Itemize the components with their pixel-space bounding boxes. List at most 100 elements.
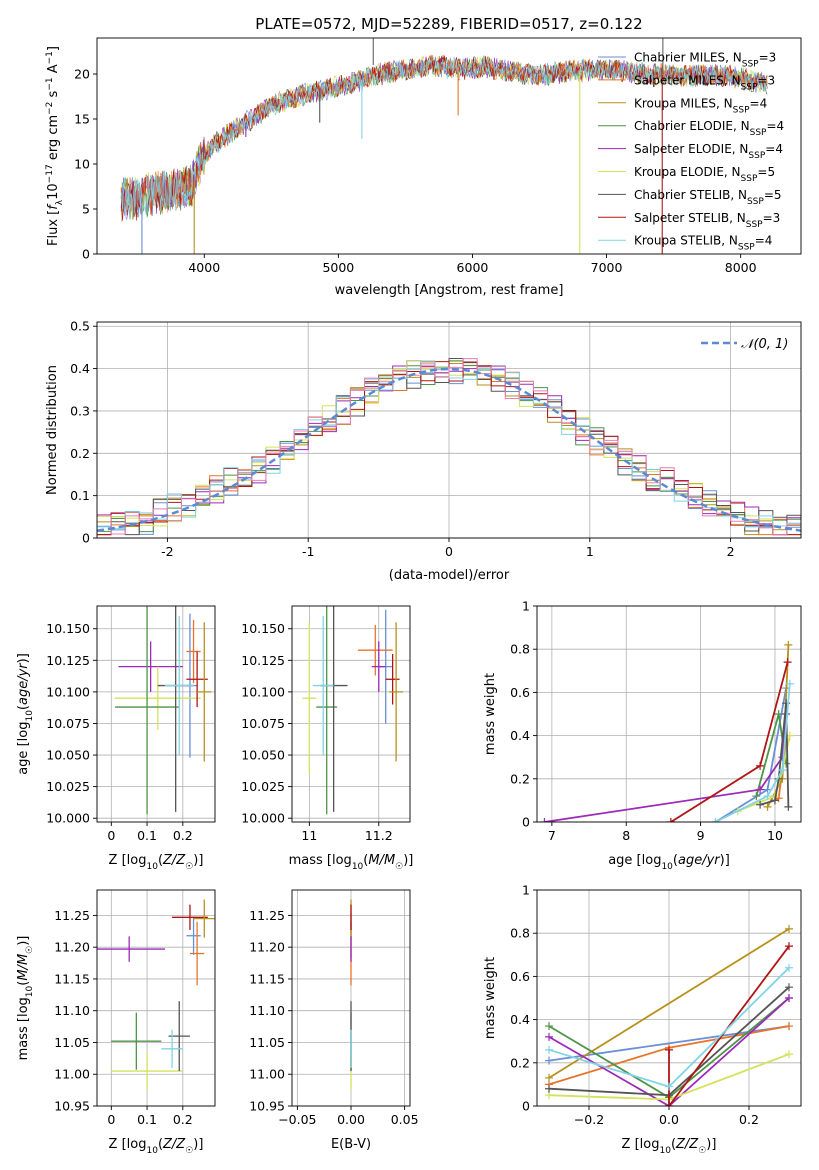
x-tick-label: −0.05: [278, 1112, 316, 1127]
y-tick-label: 0: [82, 247, 90, 262]
weight-marker: [711, 818, 720, 822]
errorbar-point: [371, 641, 386, 692]
y-tick-label: 10.150: [46, 621, 90, 636]
age_vs_Z-plot-area: [114, 606, 212, 815]
y-tick-label: 0.2: [510, 771, 530, 786]
x-tick-label: 5000: [322, 260, 354, 275]
y-tick-label: 10.150: [241, 621, 285, 636]
weight-marker: [752, 792, 761, 801]
errorbar-point: [302, 622, 317, 774]
errorbar-point: [312, 616, 334, 756]
x-axis-label: mass [log10(M/M☉)]: [289, 853, 414, 872]
residuals-plot-area: [97, 358, 801, 538]
weight-marker: [785, 942, 793, 951]
y-tick-label: 20: [74, 67, 90, 82]
x-tick-label: 11: [301, 828, 317, 843]
weight-marker: [545, 1073, 553, 1082]
weight-marker: [665, 1045, 673, 1054]
y-tick-label: 0.8: [510, 926, 530, 941]
weight-marker: [784, 802, 793, 811]
y-tick-label: 10.025: [241, 779, 285, 794]
y-tick-label: 0: [522, 1099, 530, 1114]
legend-label: Chabrier MILES, NSSP=3: [634, 51, 776, 70]
x-tick-label: 0.2: [739, 1112, 759, 1127]
weight-marker: [756, 785, 765, 794]
y-tick-label: 11.10: [249, 1003, 285, 1018]
weight-series: [715, 683, 791, 822]
y-tick-label: 10.075: [241, 716, 285, 731]
weight-marker: [774, 710, 783, 718]
errorbar-point: [197, 622, 212, 762]
y-axis-label: Normed distribution: [45, 365, 60, 495]
errorbar-point: [357, 624, 393, 676]
y-tick-label: 10.000: [241, 811, 285, 826]
y-tick-label: 11.00: [54, 1067, 90, 1082]
legend-label: Salpeter ELODIE, NSSP=4: [634, 142, 783, 161]
y-tick-label: 0.1: [70, 488, 90, 503]
x-tick-label: -2: [161, 544, 173, 559]
y-tick-label: 10.100: [46, 684, 90, 699]
y-tick-label: 0.2: [70, 446, 90, 461]
spectrum-line-8: [120, 56, 768, 220]
y-tick-label: 0.2: [510, 1055, 530, 1070]
weight-series: [548, 997, 790, 1106]
errorbar-point: [186, 619, 201, 684]
weight-marker: [783, 658, 792, 667]
x-axis-label: age [log10(age/yr)]: [608, 853, 730, 872]
figure-title: PLATE=0572, MJD=52289, FIBERID=0517, z=0…: [255, 15, 642, 33]
x-axis-label: Z [log10(Z/Z☉)]: [109, 853, 204, 872]
x-tick-label: 0: [445, 544, 453, 559]
y-tick-label: 10.050: [241, 748, 285, 763]
y-tick-label: 0.4: [510, 728, 530, 743]
errorbar-point: [385, 654, 400, 705]
y-tick-label: 11.20: [54, 940, 90, 955]
weight-marker: [778, 766, 787, 775]
errorbar-point: [186, 916, 201, 955]
y-tick-label: 10.075: [46, 716, 90, 731]
x-tick-label: 0.1: [137, 828, 157, 843]
y-tick-label: 10.050: [46, 748, 90, 763]
x-tick-label: 0.00: [337, 1112, 365, 1127]
y-axis-label: mass weight: [483, 673, 498, 755]
y-axis-label: mass weight: [483, 957, 498, 1039]
x-axis-label: wavelength [Angstrom, rest frame]: [335, 283, 564, 298]
x-tick-label: 0: [107, 828, 115, 843]
weight-marker: [785, 1022, 793, 1031]
errorbar-point: [114, 606, 180, 815]
mass_vs_Z-axes: 0 0.1 0.2 10.95 11.00 11.05 11.10 11.15 11.20 11.…: [16, 889, 216, 1156]
spectrum-plot-area: [120, 38, 768, 254]
legend-label: Chabrier ELODIE, NSSP=4: [634, 119, 784, 138]
x-tick-label: 9: [697, 828, 705, 843]
y-tick-label: 1: [522, 599, 530, 614]
legend-label: Salpeter MILES, NSSP=3: [634, 73, 775, 92]
errorbar-point: [189, 921, 205, 986]
y-axis-label: mass [log10(M/M☉)]: [16, 936, 35, 1061]
weight-marker: [770, 796, 779, 805]
x-tick-label: 8: [622, 828, 630, 843]
y-tick-label: 10.000: [46, 811, 90, 826]
y-tick-label: 10.025: [46, 779, 90, 794]
weight_vs_age-axes: 7 8 9 10 0 0.2 0.4 0.6 0.8 1 age [log10(age/yr)] ma…: [483, 599, 802, 872]
x-tick-label: 11.2: [365, 828, 393, 843]
normal-curve: [97, 367, 801, 532]
axes-frame: [536, 605, 802, 823]
x-axis-label: Z [log10(Z/Z☉)]: [622, 1137, 717, 1156]
errorbar-point: [161, 1029, 183, 1068]
legend-label: Salpeter STELIB, NSSP=3: [634, 211, 780, 230]
y-tick-label: 1: [522, 883, 530, 898]
weight-series: [668, 945, 790, 1106]
x-axis-label: E(B-V): [331, 1137, 371, 1152]
weight-marker: [756, 800, 765, 809]
y-tick-label: 0.5: [70, 319, 90, 334]
legend-label: Kroupa STELIB, NSSP=4: [634, 234, 772, 253]
errorbar-point: [118, 641, 183, 692]
y-tick-label: 11.25: [54, 908, 90, 923]
errorbar-point: [389, 622, 404, 762]
errorbar-point: [164, 616, 194, 756]
weight-marker: [756, 761, 765, 770]
weight-marker: [540, 818, 549, 822]
x-tick-label: 2: [727, 544, 735, 559]
y-tick-label: 11.10: [54, 1003, 90, 1018]
weight-marker: [666, 818, 675, 822]
